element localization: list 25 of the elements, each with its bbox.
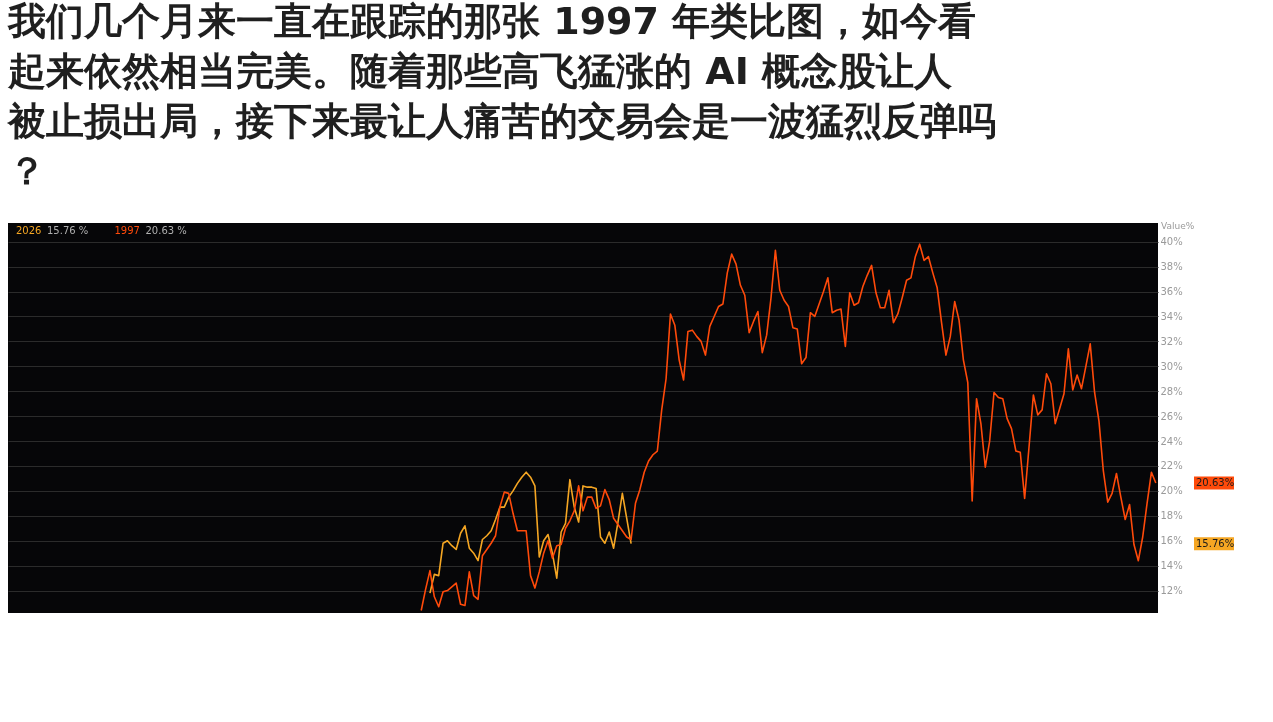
chart-title: 我们几个月来一直在跟踪的那张 1997 年类比图，如今看起来依然相当完美。随着那些高飞猛涨的 AI 概念股让人被止损出局，接下来最让人痛苦的交易会是一波猛烈反弹吗？ xyxy=(6,0,996,193)
y-tick-label: 36% xyxy=(1160,286,1183,298)
y-tick-label: 30% xyxy=(1160,360,1183,372)
y-tick-label: 14% xyxy=(1160,560,1183,572)
line-series xyxy=(420,243,1157,612)
y-tick-label: 16% xyxy=(1160,535,1183,547)
y-tick-label: 32% xyxy=(1160,335,1183,347)
y-tick-label: 12% xyxy=(1160,585,1183,597)
y-tick-label: 38% xyxy=(1160,261,1183,273)
line-series xyxy=(429,471,632,594)
text: 15.76% xyxy=(1196,537,1235,549)
text: 20.63% xyxy=(1196,477,1235,489)
y-axis-title: Value% xyxy=(1161,221,1195,231)
y-tick-label: 34% xyxy=(1160,310,1183,322)
annotation: 20.63 % xyxy=(145,225,187,236)
y-tick-label: 26% xyxy=(1160,410,1183,422)
y-tick-label: 28% xyxy=(1160,385,1183,397)
y-tick-label: 20% xyxy=(1160,485,1183,497)
text: 2026 xyxy=(16,225,42,236)
y-tick-label: 40% xyxy=(1160,236,1183,248)
y-tick-label: 22% xyxy=(1160,460,1183,472)
y-tick-label: 24% xyxy=(1160,435,1183,447)
annotation: 15.76 % xyxy=(47,225,89,236)
y-tick-label: 18% xyxy=(1160,510,1183,522)
text: 1997 xyxy=(114,225,140,236)
